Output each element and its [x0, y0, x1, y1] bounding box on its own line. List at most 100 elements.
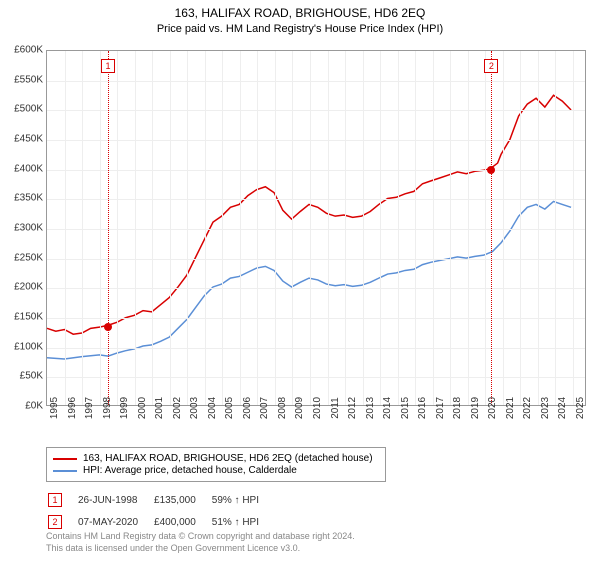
x-axis-tick-label: 2019 — [470, 397, 481, 419]
gridline-vertical — [520, 51, 521, 405]
gridline-vertical — [555, 51, 556, 405]
gridline-horizontal — [47, 110, 585, 111]
y-axis-tick-label: £350K — [14, 193, 43, 204]
y-axis-tick-label: £100K — [14, 341, 43, 352]
footer-attribution: Contains HM Land Registry data © Crown c… — [46, 531, 355, 554]
x-axis-tick-label: 1997 — [84, 397, 95, 419]
gridline-horizontal — [47, 259, 585, 260]
x-axis-tick-label: 2015 — [400, 397, 411, 419]
gridline-vertical — [117, 51, 118, 405]
x-axis-tick-label: 2021 — [505, 397, 516, 419]
y-axis-tick-label: £450K — [14, 134, 43, 145]
legend-item: 163, HALIFAX ROAD, BRIGHOUSE, HD6 2EQ (d… — [53, 453, 379, 464]
gridline-vertical — [135, 51, 136, 405]
x-axis-tick-label: 2003 — [189, 397, 200, 419]
x-axis-tick-label: 2012 — [347, 397, 358, 419]
footer-line-2: This data is licensed under the Open Gov… — [46, 543, 355, 555]
gridline-horizontal — [47, 81, 585, 82]
gridline-vertical — [292, 51, 293, 405]
x-axis-tick-label: 2025 — [575, 397, 586, 419]
legend-label: HPI: Average price, detached house, Cald… — [83, 465, 297, 476]
y-axis-tick-label: £250K — [14, 252, 43, 263]
sale-price: £400,000 — [154, 512, 210, 532]
x-axis-tick-label: 2014 — [382, 397, 393, 419]
sale-diff: 51% ↑ HPI — [212, 512, 273, 532]
x-axis-tick-label: 2010 — [312, 397, 323, 419]
x-axis-tick-label: 2001 — [154, 397, 165, 419]
gridline-vertical — [328, 51, 329, 405]
x-axis-tick-label: 2024 — [557, 397, 568, 419]
gridline-horizontal — [47, 288, 585, 289]
x-axis-tick-label: 1996 — [67, 397, 78, 419]
chart-plot-area: 12 — [46, 50, 586, 406]
sale-price: £135,000 — [154, 490, 210, 510]
y-axis-tick-label: £500K — [14, 104, 43, 115]
x-axis-tick-label: 2011 — [330, 397, 341, 419]
gridline-vertical — [100, 51, 101, 405]
gridline-vertical — [275, 51, 276, 405]
sale-date: 26-JUN-1998 — [78, 490, 152, 510]
gridline-vertical — [222, 51, 223, 405]
x-axis-tick-label: 2013 — [365, 397, 376, 419]
x-axis-tick-label: 2006 — [242, 397, 253, 419]
gridline-vertical — [363, 51, 364, 405]
gridline-horizontal — [47, 348, 585, 349]
chart-title: 163, HALIFAX ROAD, BRIGHOUSE, HD6 2EQ — [0, 6, 600, 20]
sale-marker-badge: 1 — [101, 59, 115, 73]
y-axis-tick-label: £150K — [14, 312, 43, 323]
gridline-horizontal — [47, 199, 585, 200]
sale-index-badge: 2 — [48, 515, 62, 529]
gridline-vertical — [485, 51, 486, 405]
x-axis-tick-label: 2000 — [137, 397, 148, 419]
x-axis-tick-label: 2005 — [224, 397, 235, 419]
x-axis-tick-label: 2007 — [259, 397, 270, 419]
gridline-vertical — [345, 51, 346, 405]
gridline-horizontal — [47, 229, 585, 230]
x-axis-tick-label: 2020 — [487, 397, 498, 419]
gridline-vertical — [450, 51, 451, 405]
sale-diff: 59% ↑ HPI — [212, 490, 273, 510]
chart-subtitle: Price paid vs. HM Land Registry's House … — [0, 23, 600, 35]
y-axis-tick-label: £50K — [20, 371, 43, 382]
y-axis-tick-label: £300K — [14, 223, 43, 234]
x-axis-tick-label: 2009 — [294, 397, 305, 419]
sale-marker-dot — [487, 166, 495, 174]
gridline-vertical — [187, 51, 188, 405]
gridline-vertical — [433, 51, 434, 405]
gridline-horizontal — [47, 318, 585, 319]
table-row: 1 26-JUN-1998£135,00059% ↑ HPI — [48, 490, 273, 510]
sale-marker-line — [491, 51, 492, 405]
gridline-vertical — [65, 51, 66, 405]
gridline-vertical — [170, 51, 171, 405]
gridline-vertical — [257, 51, 258, 405]
y-axis-tick-label: £550K — [14, 74, 43, 85]
legend-swatch — [53, 470, 77, 472]
sale-marker-line — [108, 51, 109, 405]
x-axis-tick-label: 2017 — [435, 397, 446, 419]
gridline-vertical — [573, 51, 574, 405]
gridline-vertical — [398, 51, 399, 405]
x-axis-tick-label: 2023 — [540, 397, 551, 419]
x-axis-tick-label: 2016 — [417, 397, 428, 419]
sale-index-badge: 1 — [48, 493, 62, 507]
x-axis-tick-label: 2002 — [172, 397, 183, 419]
y-axis-tick-label: £0K — [25, 401, 43, 412]
x-axis-tick-label: 2004 — [207, 397, 218, 419]
y-axis-tick-label: £200K — [14, 282, 43, 293]
x-axis-tick-label: 1998 — [102, 397, 113, 419]
gridline-vertical — [205, 51, 206, 405]
table-row: 2 07-MAY-2020£400,00051% ↑ HPI — [48, 512, 273, 532]
footer-line-1: Contains HM Land Registry data © Crown c… — [46, 531, 355, 543]
gridline-vertical — [503, 51, 504, 405]
gridline-horizontal — [47, 140, 585, 141]
gridline-horizontal — [47, 377, 585, 378]
page: 163, HALIFAX ROAD, BRIGHOUSE, HD6 2EQ Pr… — [0, 6, 600, 566]
sale-date: 07-MAY-2020 — [78, 512, 152, 532]
gridline-vertical — [468, 51, 469, 405]
legend: 163, HALIFAX ROAD, BRIGHOUSE, HD6 2EQ (d… — [46, 447, 386, 482]
y-axis-tick-label: £600K — [14, 45, 43, 56]
gridline-vertical — [415, 51, 416, 405]
legend-swatch — [53, 458, 77, 460]
x-axis-tick-label: 2008 — [277, 397, 288, 419]
chart-lines-svg — [47, 51, 585, 405]
